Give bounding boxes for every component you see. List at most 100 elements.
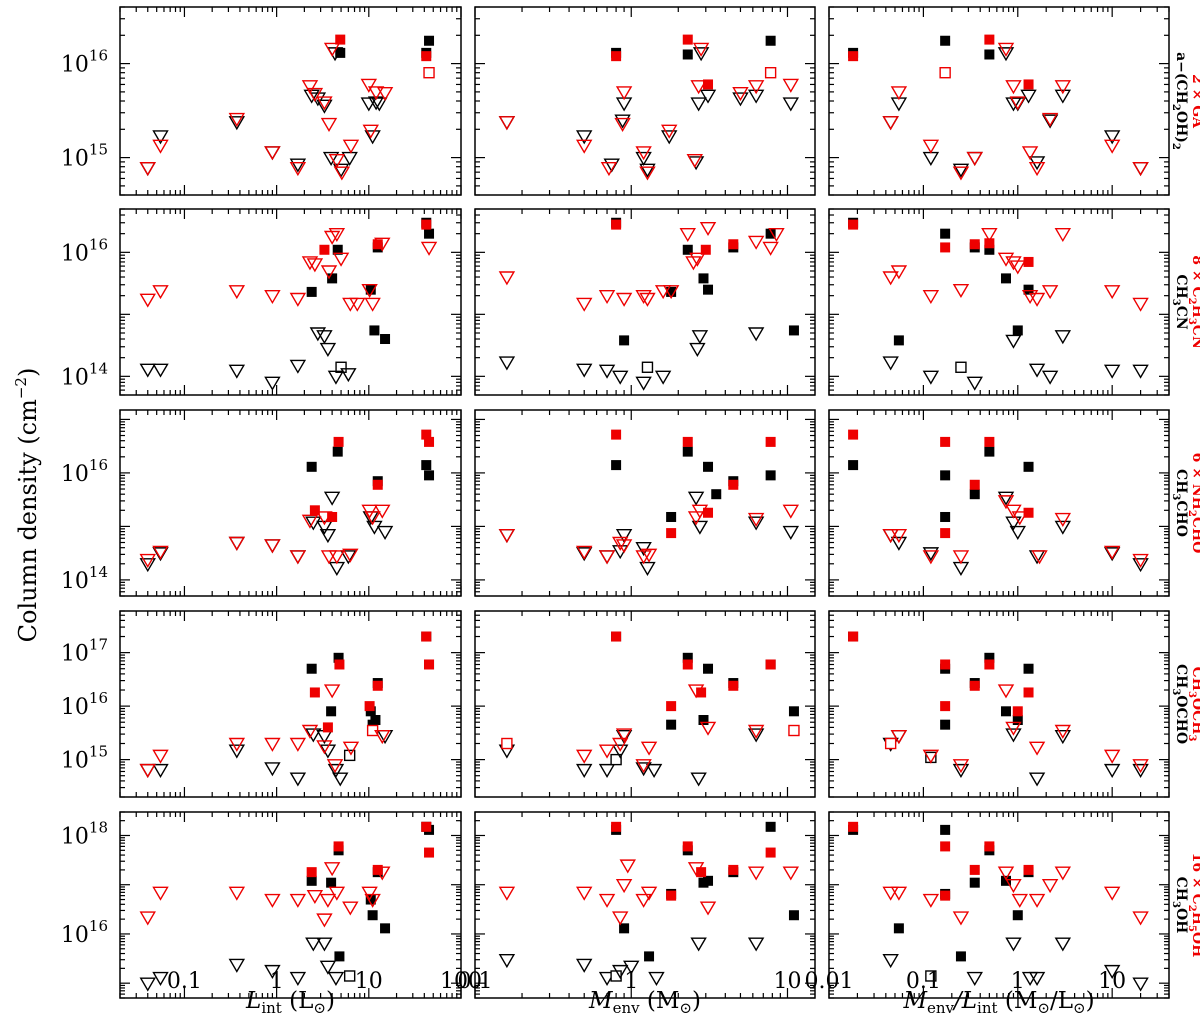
upper-limit-marker [289, 158, 307, 173]
y-tick-label: 1018 [61, 818, 108, 849]
upper-limit-marker [361, 886, 378, 901]
upper-limit-marker [498, 953, 516, 969]
detection-marker [335, 47, 346, 58]
upper-limit-marker [1028, 162, 1046, 177]
upper-limit-marker [598, 289, 616, 305]
detection-marker [333, 841, 344, 852]
detection-marker [984, 652, 995, 663]
detection-marker [309, 505, 320, 516]
detection-marker [703, 79, 714, 90]
molecule-label-4: CH3OCHO [1170, 664, 1189, 744]
detection-marker [666, 701, 677, 712]
detection-marker [666, 286, 677, 297]
upper-limit-marker [1054, 520, 1072, 535]
y-tick-label: 1015 [61, 141, 108, 172]
detection-marker [1012, 910, 1023, 921]
upper-limit-marker [342, 548, 359, 563]
panel-frame-r2c3 [828, 208, 1170, 396]
upper-limit-marker [228, 364, 246, 379]
detection-marker [984, 238, 995, 249]
upper-limit-marker [575, 545, 593, 560]
upper-limit-marker [316, 99, 333, 114]
detection-marker [306, 875, 317, 886]
upper-limit-marker [264, 146, 281, 161]
upper-limit-marker [1103, 749, 1121, 764]
upper-limit-marker [952, 166, 970, 181]
upper-limit-marker [1103, 545, 1121, 560]
upper-limit-marker [152, 547, 169, 562]
upper-limit-marker [615, 729, 633, 745]
upper-limit-marker [327, 370, 345, 385]
upper-limit-marker [1103, 964, 1121, 980]
upper-limit-marker [890, 86, 908, 101]
detection-marker [380, 923, 391, 934]
upper-limit-marker [374, 237, 391, 252]
upper-limit-marker [640, 548, 658, 563]
y-tick-label: 1016 [61, 235, 108, 266]
upper-limit-marker [374, 504, 391, 519]
molecule-label-5: CH3OH [1170, 877, 1189, 934]
upper-limit-marker [1041, 114, 1059, 129]
upper-limit-marker [301, 256, 319, 271]
detection-marker [711, 489, 722, 500]
upper-limit-marker [1054, 89, 1072, 104]
upper-limit-marker [922, 550, 940, 565]
upper-limit-marker [228, 536, 246, 551]
upper-limit-marker [890, 886, 908, 901]
upper-limit-marker [360, 78, 378, 93]
x-axis-label-R: Menv/Lint (M⊙/L⊙) [902, 988, 1094, 1015]
upper-limit-marker [1054, 729, 1072, 745]
upper-limit-marker [966, 376, 983, 391]
upper-limit-marker [598, 893, 616, 908]
detection-marker [698, 715, 709, 726]
upper-limit-marker [342, 139, 360, 154]
upper-limit-marker [687, 156, 705, 171]
upper-limit-marker [782, 866, 800, 881]
upper-limit-marker [1028, 292, 1046, 307]
detection-marker [326, 877, 337, 888]
upper-limit-marker [691, 330, 709, 345]
molecule-label-red-2: 8 × C2H3CN [1186, 255, 1200, 349]
detection-marker [611, 631, 622, 642]
detection-marker [940, 511, 951, 522]
upper-limit-marker [152, 886, 169, 901]
upper-limit-marker [1054, 866, 1072, 881]
upper-limit-marker [952, 911, 970, 926]
detection-marker [306, 867, 317, 878]
tick-layer [119, 6, 1170, 999]
detection-marker [703, 284, 714, 295]
upper-limit-marker [952, 550, 970, 565]
upper-limit-marker [320, 117, 338, 132]
upper-limit-marker [762, 241, 779, 256]
upper-limit-marker [320, 550, 338, 565]
upper-limit-marker [615, 728, 633, 743]
upper-limit-marker [1103, 364, 1121, 379]
x-tick-label: 1 [1011, 969, 1025, 994]
upper-limit-marker [289, 292, 307, 307]
upper-limit-marker [1028, 893, 1046, 908]
upper-limit-marker [1103, 886, 1121, 901]
detection-marker [332, 446, 343, 457]
upper-limit-marker [319, 893, 337, 908]
x-tick-label: 1 [270, 969, 284, 994]
upper-limit-marker [376, 525, 394, 540]
upper-limit-marker [306, 889, 324, 905]
upper-limit-marker [305, 728, 322, 743]
y-tick-label: 1014 [61, 359, 108, 390]
detection-marker [306, 461, 317, 472]
upper-limit-marker [575, 297, 593, 312]
detection-marker [984, 841, 995, 852]
upper-limit-marker [498, 356, 516, 371]
detection-marker [788, 706, 799, 717]
upper-limit-marker [152, 763, 169, 779]
upper-limit-marker [782, 504, 800, 519]
upper-limit-marker [1028, 741, 1046, 756]
upper-limit-marker [615, 528, 633, 544]
y-tick-label: 1014 [61, 563, 108, 594]
detection-marker [940, 701, 951, 712]
detection-marker [611, 460, 622, 471]
detection-marker [682, 841, 693, 852]
upper-limit-marker [264, 737, 281, 752]
upper-limit-marker [152, 139, 169, 154]
upper-limit-marker [687, 511, 705, 526]
